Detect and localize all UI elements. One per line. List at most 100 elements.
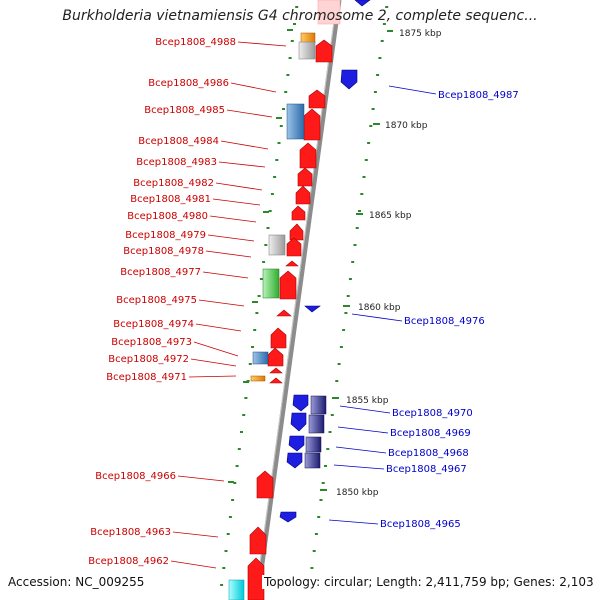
- tick-dot: [264, 244, 268, 246]
- gene-label[interactable]: Bcep1808_4982: [133, 178, 214, 189]
- right-gene-labels: Bcep1808_4987 Bcep1808_4976 Bcep1808_497…: [380, 90, 519, 530]
- gene-label[interactable]: Bcep1808_4970: [392, 408, 473, 419]
- gene-arrow[interactable]: [269, 367, 283, 374]
- gene-box[interactable]: [252, 351, 269, 365]
- gene-box[interactable]: [298, 41, 316, 60]
- gene-arrow[interactable]: [291, 205, 306, 221]
- gene-label[interactable]: Bcep1808_4972: [108, 354, 189, 365]
- tick-dot: [351, 261, 355, 263]
- gene-arrow[interactable]: [256, 470, 274, 499]
- gene-label[interactable]: Bcep1808_4973: [111, 337, 192, 348]
- gene-arrow[interactable]: [285, 260, 299, 267]
- gene-label[interactable]: Bcep1808_4962: [88, 556, 169, 567]
- tick-dot: [242, 414, 246, 416]
- gene-label[interactable]: Bcep1808_4987: [438, 90, 519, 101]
- gene-label[interactable]: Bcep1808_4969: [390, 428, 471, 439]
- gene-arrow[interactable]: [304, 305, 321, 313]
- gene-arrow[interactable]: [249, 526, 267, 555]
- gene-arrow[interactable]: [286, 237, 302, 257]
- gene-arrow[interactable]: [276, 309, 292, 317]
- gene-box[interactable]: [310, 395, 327, 415]
- gene-arrow[interactable]: [279, 270, 297, 300]
- gene-box[interactable]: [305, 436, 322, 453]
- gene-arrow[interactable]: [340, 69, 358, 90]
- gene-label[interactable]: Bcep1808_4977: [120, 267, 201, 278]
- tick-dot: [346, 295, 350, 297]
- gene-label[interactable]: Bcep1808_4963: [90, 527, 171, 538]
- gene-arrow[interactable]: [269, 377, 283, 384]
- tick-dot: [288, 57, 292, 59]
- gene-arrow[interactable]: [354, 0, 371, 7]
- tick-dot: [369, 125, 373, 127]
- gene-arrow[interactable]: [295, 185, 311, 205]
- gene-label[interactable]: Bcep1808_4975: [116, 295, 197, 306]
- tick-dot: [253, 329, 257, 331]
- gene-label[interactable]: Bcep1808_4966: [95, 471, 176, 482]
- tick-dot: [380, 40, 384, 42]
- gene-box[interactable]: [250, 375, 266, 382]
- tick-dot: [328, 431, 332, 433]
- tick-dot: [259, 278, 263, 280]
- tick-dot: [337, 363, 341, 365]
- tick-dot: [312, 550, 316, 552]
- gene-label[interactable]: Bcep1808_4967: [386, 464, 467, 475]
- gene-label[interactable]: Bcep1808_4978: [123, 246, 204, 257]
- gene-arrow[interactable]: [308, 89, 326, 109]
- gene-label[interactable]: Bcep1808_4968: [388, 448, 469, 459]
- tick-dot: [228, 516, 232, 518]
- gene-box[interactable]: [300, 32, 316, 44]
- gene-label[interactable]: Bcep1808_4971: [106, 372, 187, 383]
- gene-label[interactable]: Bcep1808_4984: [138, 136, 219, 147]
- gene-arrow[interactable]: [270, 327, 287, 349]
- gene-box[interactable]: [308, 414, 325, 434]
- kbp-label: 1860 kbp: [358, 303, 401, 313]
- gene-arrow[interactable]: [286, 452, 303, 469]
- tick-dot: [222, 567, 226, 569]
- kbp-ruler: 1875 kbp 1870 kbp 1865 kbp 1860 kbp 1855…: [320, 29, 442, 498]
- tick-dot: [339, 346, 343, 348]
- tick-dot: [273, 176, 277, 178]
- gene-arrow[interactable]: [279, 511, 297, 523]
- gene-box[interactable]: [304, 452, 321, 469]
- gene-box[interactable]: [317, 0, 341, 25]
- tick-dot: [255, 312, 259, 314]
- tick-dot: [286, 74, 290, 76]
- tick-dot: [226, 533, 230, 535]
- tick-dot: [385, 6, 389, 8]
- gene-label[interactable]: Bcep1808_4981: [130, 194, 211, 205]
- gene-arrow[interactable]: [297, 167, 313, 187]
- tick-dot: [373, 91, 377, 93]
- gene-box[interactable]: [286, 103, 305, 140]
- gene-arrow[interactable]: [267, 347, 284, 367]
- tick-dot: [233, 482, 237, 484]
- tick-dot: [344, 312, 348, 314]
- gene-arrow[interactable]: [299, 142, 317, 169]
- tick-dot: [310, 567, 314, 569]
- tick-dot: [317, 516, 321, 518]
- map-title: Burkholderia vietnamiensis G4 chromosome…: [62, 8, 538, 24]
- tick-dot: [367, 142, 371, 144]
- gene-arrow[interactable]: [290, 412, 307, 432]
- gene-label[interactable]: Bcep1808_4979: [125, 230, 206, 241]
- tick-dot: [268, 210, 272, 212]
- gene-label[interactable]: Bcep1808_4988: [155, 37, 236, 48]
- gene-arrow[interactable]: [288, 435, 305, 452]
- tick-dot: [364, 159, 368, 161]
- gene-box[interactable]: [268, 234, 286, 256]
- gene-arrow[interactable]: [292, 394, 309, 412]
- kbp-label: 1870 kbp: [385, 121, 428, 131]
- gene-label[interactable]: Bcep1808_4980: [127, 211, 208, 222]
- gene-label[interactable]: Bcep1808_4974: [113, 319, 194, 330]
- gene-label[interactable]: Bcep1808_4983: [136, 157, 217, 168]
- gene-arrow[interactable]: [303, 108, 321, 141]
- gene-label[interactable]: Bcep1808_4976: [404, 316, 485, 327]
- gene-box[interactable]: [262, 268, 280, 299]
- gene-label[interactable]: Bcep1808_4985: [144, 105, 225, 116]
- tick-dot: [342, 329, 346, 331]
- gene-box[interactable]: [228, 579, 245, 600]
- gene-arrow[interactable]: [315, 39, 333, 63]
- gene-label[interactable]: Bcep1808_4965: [380, 519, 461, 530]
- gene-arrow[interactable]: [289, 223, 304, 241]
- gene-label[interactable]: Bcep1808_4986: [148, 78, 229, 89]
- tick-dot: [293, 23, 296, 25]
